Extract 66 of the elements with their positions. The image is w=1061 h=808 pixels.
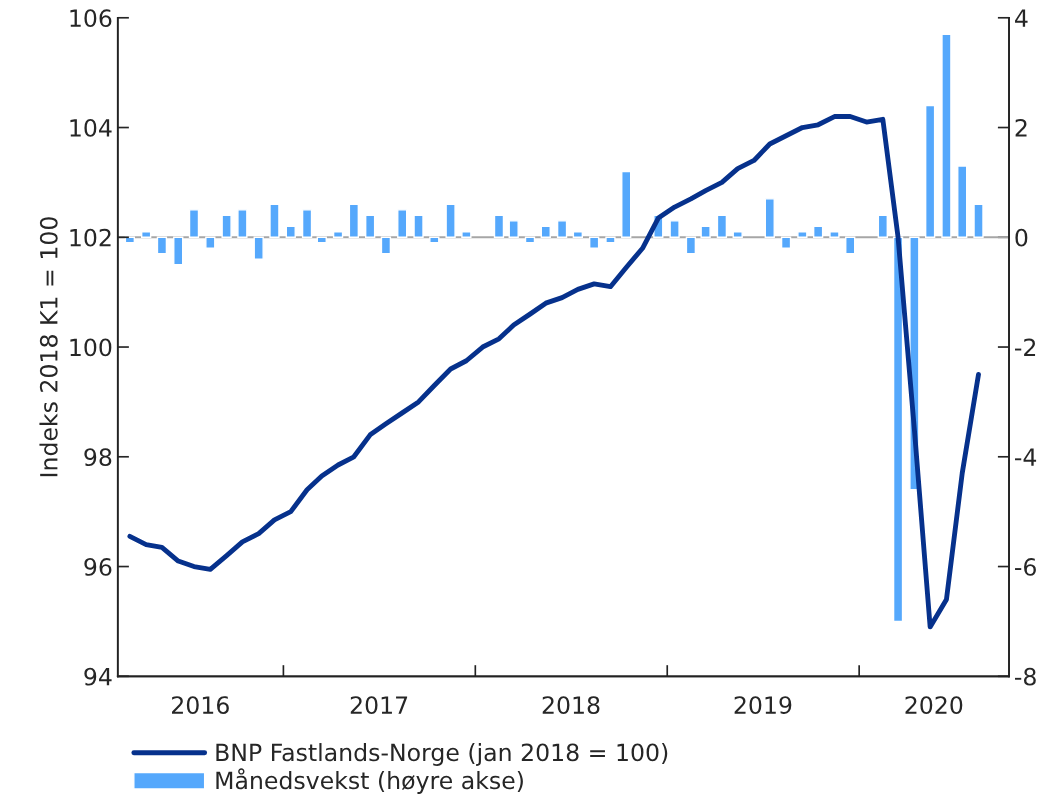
y-axis-title: Indeks 2018 K1 = 100	[39, 217, 58, 477]
bar	[957, 165, 968, 238]
bar	[797, 231, 808, 238]
y-tick-label: 96	[84, 557, 112, 576]
x-tick-label: 2016	[172, 696, 229, 715]
x-tick-label: 2017	[350, 696, 408, 715]
bar	[685, 236, 697, 255]
bar	[572, 231, 584, 238]
bar	[812, 225, 824, 238]
bar	[332, 231, 344, 238]
bar	[269, 203, 280, 238]
bar	[732, 231, 743, 238]
x-tick-label: 2018	[542, 696, 600, 715]
bar	[716, 214, 728, 238]
y2-tick-label: -8	[1015, 667, 1036, 686]
bar	[285, 225, 296, 238]
bar	[924, 104, 936, 238]
bar	[301, 209, 313, 238]
bar	[780, 236, 792, 249]
y-tick-label: 98	[84, 448, 112, 467]
bar	[348, 203, 360, 238]
bar	[493, 214, 505, 238]
bar	[380, 236, 392, 255]
y-tick-label: 100	[70, 338, 112, 357]
y-tick-label: 94	[84, 667, 112, 686]
y2-tick-label: 2	[1015, 118, 1027, 137]
bar	[829, 231, 840, 238]
legend-label: Månedsvekst (høyre akse)	[216, 768, 523, 794]
bar	[877, 214, 888, 238]
bar	[156, 236, 168, 255]
bar	[941, 33, 952, 238]
bar	[364, 214, 376, 238]
y-tick-label: 102	[70, 228, 111, 247]
bar	[188, 209, 200, 238]
bar	[669, 220, 680, 238]
y2-tick-label: 4	[1015, 9, 1028, 27]
bar	[221, 214, 232, 238]
y2-tick-label: -2	[1015, 338, 1036, 357]
bar	[845, 236, 856, 255]
bar	[556, 220, 568, 238]
bar	[508, 220, 519, 238]
legend-label: BNP Fastlands-Norge (jan 2018 = 100)	[216, 743, 668, 766]
bar	[700, 225, 711, 238]
bar	[764, 198, 775, 238]
bar	[173, 236, 184, 266]
bar	[397, 209, 408, 238]
bar	[141, 231, 152, 238]
bar	[588, 236, 600, 249]
x-tick-label: 2020	[905, 696, 963, 715]
bar	[621, 170, 632, 238]
bar	[253, 236, 264, 260]
y2-tick-label: -6	[1015, 557, 1036, 576]
x-tick-label: 2019	[734, 696, 792, 715]
bar	[205, 236, 216, 249]
line-series	[127, 114, 981, 630]
y2-tick-label: 0	[1015, 228, 1028, 247]
bar	[237, 209, 248, 238]
y-tick-label: 104	[70, 118, 112, 137]
y2-tick-label: -4	[1015, 448, 1037, 466]
y-tick-label: 106	[70, 9, 112, 28]
bar	[445, 203, 456, 238]
bar	[413, 214, 424, 238]
bar	[973, 203, 984, 238]
bar	[540, 225, 551, 238]
bar	[605, 236, 616, 244]
bar	[461, 231, 472, 238]
